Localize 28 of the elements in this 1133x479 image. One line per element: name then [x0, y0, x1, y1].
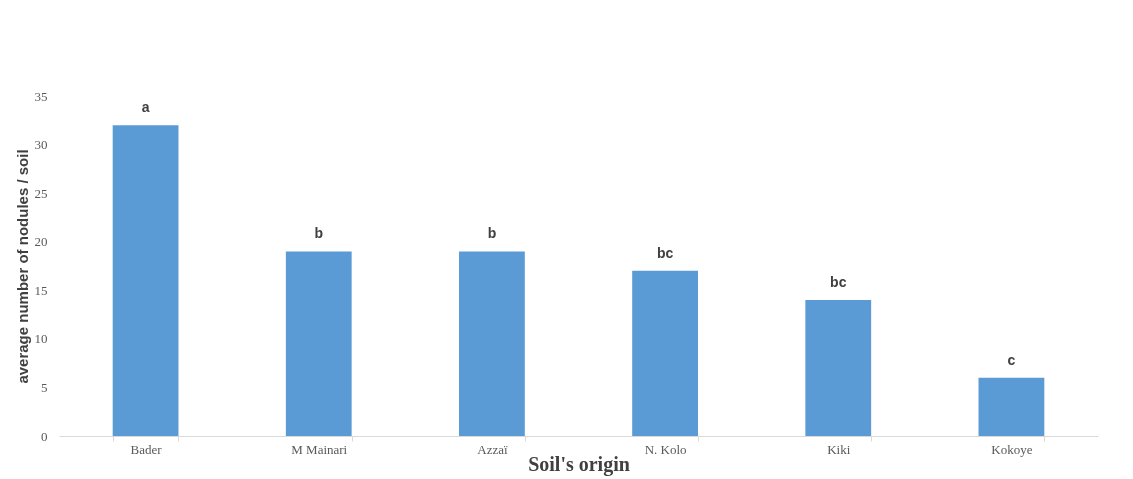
y-tick-label: 20 [34, 234, 48, 250]
bar [285, 251, 352, 436]
y-tick-label: 30 [34, 137, 48, 153]
y-tick-label: 10 [34, 331, 48, 347]
annotation: a [141, 99, 150, 116]
y-tick-label: 35 [34, 88, 48, 104]
x-tick-label: N. Kolo [644, 441, 687, 457]
annotation: bc [830, 274, 847, 290]
bar [805, 300, 872, 436]
x-tick-label: Kiki [827, 441, 851, 457]
y-tick-label: 25 [34, 185, 48, 201]
bar [978, 377, 1045, 436]
annotation: b [487, 225, 497, 242]
x-tick-label: Kokoye [991, 441, 1033, 457]
bar [632, 270, 698, 436]
x-tick-label: Azzaï [477, 441, 508, 457]
x-axis-title: Soil's origin [528, 452, 630, 476]
annotation: b [314, 225, 324, 242]
annotation: c [1007, 351, 1016, 368]
y-tick-label: 5 [41, 379, 48, 395]
x-tick-label: M Mainari [291, 441, 348, 457]
bar [459, 251, 525, 436]
y-tick-label: 15 [34, 282, 48, 298]
annotation: bc [656, 244, 674, 261]
y-axis-title: average number of nodules / soil [13, 149, 31, 384]
bar [112, 125, 179, 436]
x-tick-label: Bader [130, 441, 163, 457]
y-tick-label: 0 [41, 428, 48, 444]
